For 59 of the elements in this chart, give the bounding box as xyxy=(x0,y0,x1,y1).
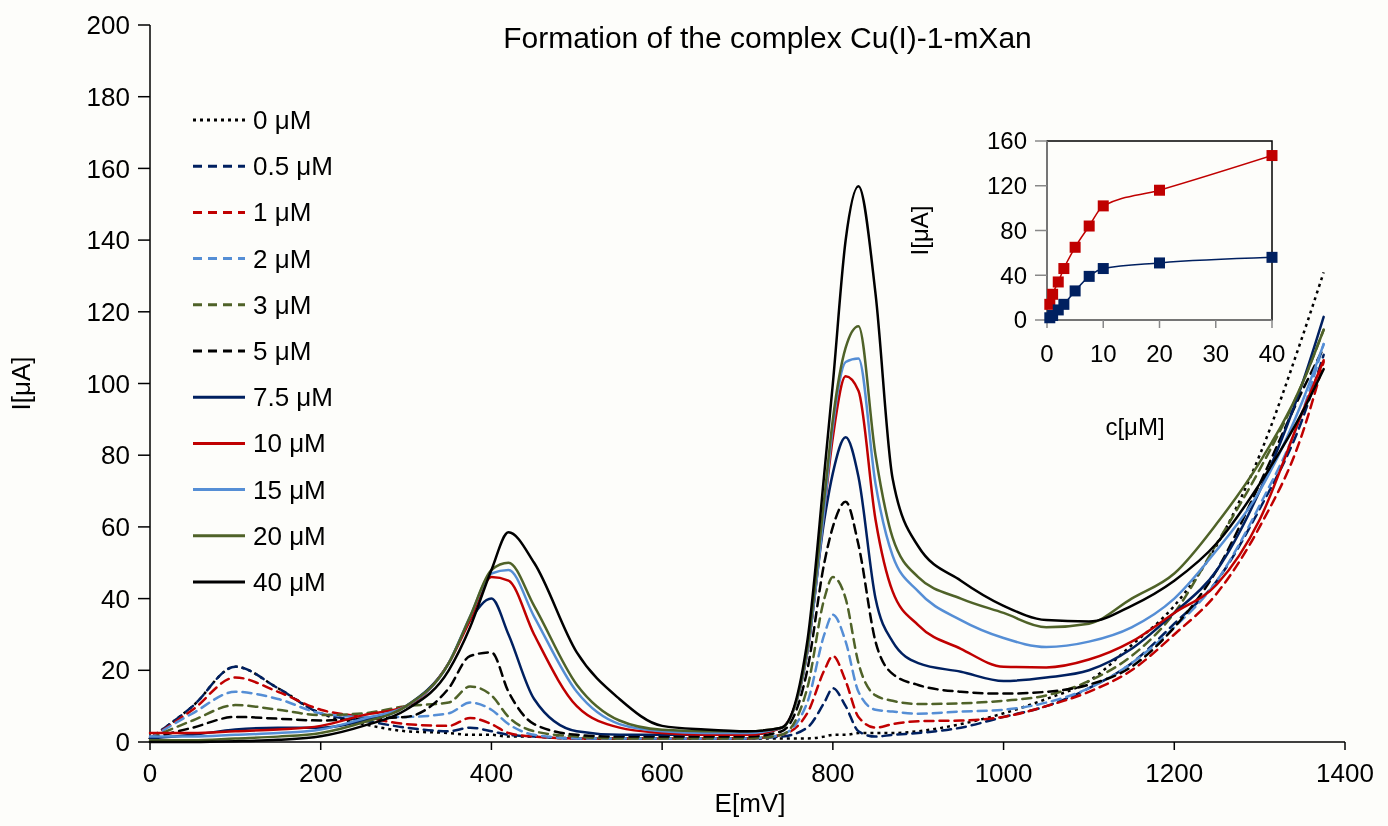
y-tick-label: 60 xyxy=(101,512,130,542)
y-tick-label: 0 xyxy=(115,727,130,758)
x-axis-title: E[mV] xyxy=(714,788,786,818)
point xyxy=(1097,200,1109,212)
point xyxy=(1083,220,1095,232)
x-tick-label: 200 xyxy=(299,758,343,788)
y-tick-label: 180 xyxy=(86,81,130,112)
x-tick-label: 1200 xyxy=(1145,758,1204,788)
chart-title: Formation of the complex Cu(I)-1-mXan xyxy=(503,21,1032,54)
y-tick-label: 200 xyxy=(86,10,130,41)
legend-label: 40 μM xyxy=(253,567,326,597)
point xyxy=(1097,263,1109,275)
point xyxy=(1058,263,1070,275)
legend-label: 1 μM xyxy=(253,197,312,228)
y-tick-label: 0 xyxy=(1013,306,1027,334)
x-tick-label: 20 xyxy=(1146,340,1173,367)
y-axis-title: I[μA] xyxy=(906,205,933,256)
y-tick-label: 40 xyxy=(101,583,130,614)
y-tick-label: 80 xyxy=(1000,216,1027,244)
legend-label: 7.5 μM xyxy=(253,382,334,413)
point xyxy=(1154,184,1165,196)
x-tick-label: 10 xyxy=(1089,340,1117,367)
y-tick-label: 160 xyxy=(86,153,130,184)
y-tick-label: 120 xyxy=(86,296,130,327)
point xyxy=(1058,298,1070,310)
point xyxy=(1266,150,1278,162)
y-tick-label: 140 xyxy=(86,225,130,256)
point xyxy=(1052,276,1064,288)
x-tick-label: 1000 xyxy=(974,758,1033,788)
y-tick-label: 40 xyxy=(1000,261,1027,289)
point xyxy=(1047,288,1059,300)
legend-label: 3 μM xyxy=(253,289,312,320)
y-tick-label: 80 xyxy=(101,440,130,471)
legend-label: 0 μM xyxy=(253,105,312,135)
x-tick-label: 30 xyxy=(1202,340,1230,367)
y-tick-label: 20 xyxy=(101,655,130,686)
point xyxy=(1069,241,1081,253)
legend-label: 10 μM xyxy=(253,428,326,459)
y-tick-label: 160 xyxy=(986,127,1027,155)
point xyxy=(1069,285,1081,297)
point xyxy=(1083,270,1095,282)
y-tick-label: 100 xyxy=(86,368,130,399)
y-axis-title: I[μA] xyxy=(6,356,36,411)
x-tick-label: 400 xyxy=(469,758,514,788)
point xyxy=(1266,251,1278,263)
y-tick-label: 120 xyxy=(986,172,1027,200)
legend-label: 0.5 μM xyxy=(253,151,334,182)
legend-label: 5 μM xyxy=(253,336,312,366)
x-axis-title: c[μM] xyxy=(1105,413,1165,440)
x-tick-label: 600 xyxy=(640,758,684,788)
x-tick-label: 40 xyxy=(1258,340,1286,367)
legend-label: 15 μM xyxy=(253,474,326,505)
x-tick-label: 0 xyxy=(142,758,158,788)
x-tick-label: 0 xyxy=(1040,340,1054,367)
legend-label: 20 μM xyxy=(253,520,326,551)
point xyxy=(1154,257,1165,269)
x-tick-label: 800 xyxy=(811,758,855,788)
x-tick-label: 1400 xyxy=(1316,758,1374,788)
legend-label: 2 μM xyxy=(253,243,312,274)
